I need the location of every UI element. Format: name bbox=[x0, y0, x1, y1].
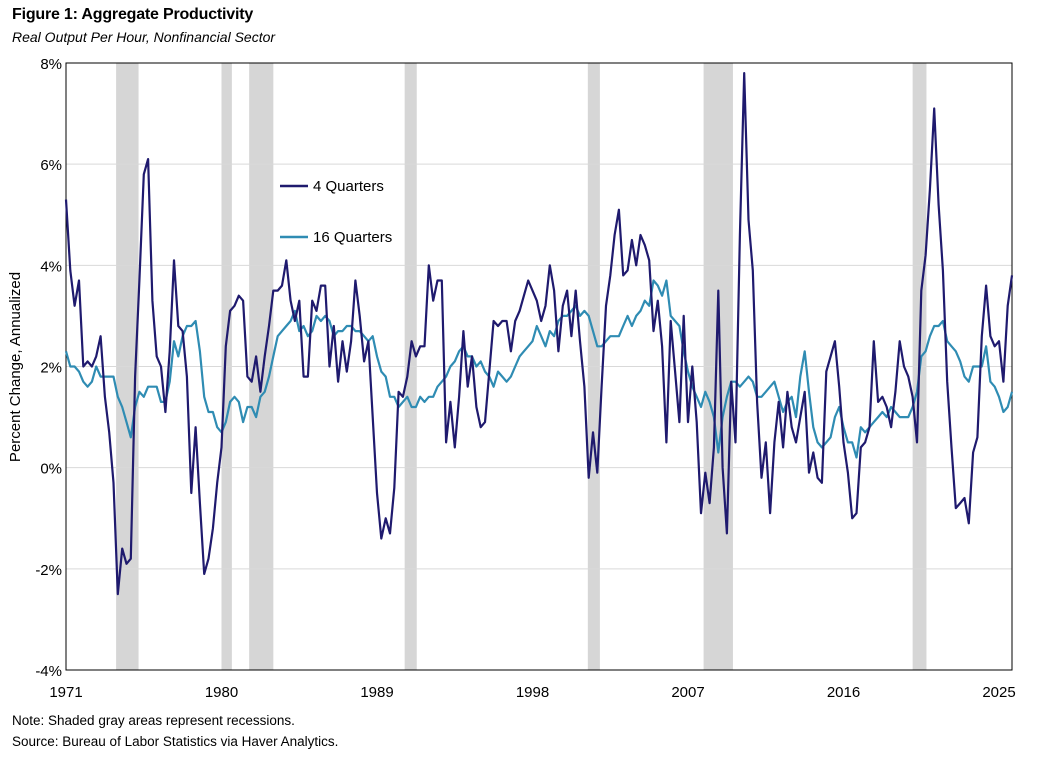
recession-note: Note: Shaded gray areas represent recess… bbox=[12, 713, 295, 728]
series-line bbox=[64, 279, 1014, 459]
y-tick-label: 0% bbox=[40, 461, 62, 478]
x-tick-label: 1971 bbox=[49, 684, 82, 700]
series-lines bbox=[64, 72, 1014, 596]
y-tick-label: 2% bbox=[40, 360, 62, 377]
x-tick-label: 2007 bbox=[671, 684, 704, 700]
legend-label: 16 Quarters bbox=[313, 229, 392, 246]
x-tick-label: 2025 bbox=[982, 684, 1015, 700]
x-tick-label: 1980 bbox=[205, 684, 238, 700]
chart-notes: Note: Shaded gray areas represent recess… bbox=[12, 710, 338, 752]
y-tick-label: 4% bbox=[40, 258, 62, 275]
series-line bbox=[64, 72, 1014, 596]
y-tick-label: 6% bbox=[40, 157, 62, 174]
legend: 4 Quarters 16 Quarters bbox=[280, 178, 392, 246]
legend-label: 4 Quarters bbox=[313, 178, 384, 195]
chart-title: Figure 1: Aggregate Productivity bbox=[12, 6, 254, 23]
chart-subtitle: Real Output Per Hour, Nonfinancial Secto… bbox=[12, 29, 276, 45]
x-tick-label: 1998 bbox=[516, 684, 549, 700]
x-tick-label: 2016 bbox=[827, 684, 860, 700]
gridlines bbox=[66, 62, 1012, 671]
axis-labels: -4% -2% 0% 2% 4% 6% 8% 1971 1980 1989 1998 2007 2016… bbox=[35, 56, 1015, 700]
productivity-line-chart: -4% -2% 0% 2% 4% 6% 8% 1971 1980 1989 1998 2007 2016… bbox=[7, 56, 1016, 700]
x-tick-label: 1989 bbox=[360, 684, 393, 700]
y-tick-label: -2% bbox=[35, 562, 62, 579]
y-axis-label: Percent Change, Annualized bbox=[7, 272, 24, 462]
source-note: Source: Bureau of Labor Statistics via H… bbox=[12, 734, 339, 749]
plot-frame bbox=[65, 62, 1013, 671]
y-tick-label: -4% bbox=[35, 663, 62, 680]
y-tick-label: 8% bbox=[40, 56, 62, 73]
